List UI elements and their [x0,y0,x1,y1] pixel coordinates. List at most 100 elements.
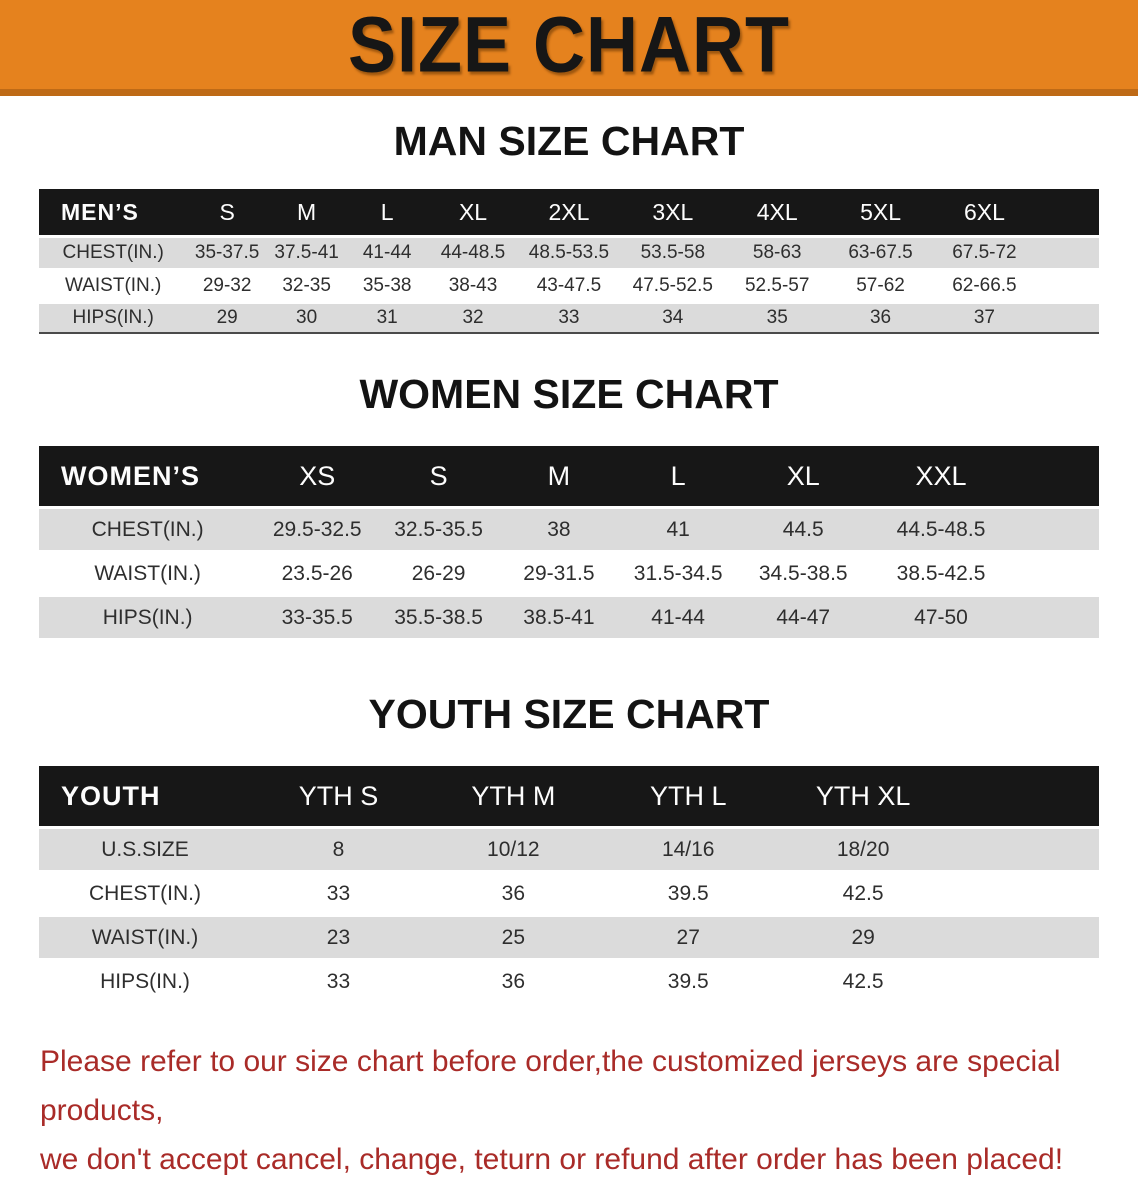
women-section-heading: WOMEN SIZE CHART [359,371,779,417]
column-header: 5XL [828,189,933,235]
row-label: HIPS(IN.) [39,304,188,334]
table-row: HIPS(IN.) 33 36 39.5 42.5 [39,961,1099,1002]
table-cell: 23 [251,917,426,958]
column-header: YTH XL [775,766,951,826]
table-cell: 36 [425,873,601,914]
table-cell: 34 [619,304,726,334]
table-row: WAIST(IN.) 23.5-26 26-29 29-31.5 31.5-34… [39,553,1099,594]
table-row: WAIST(IN.) 29-32 32-35 35-38 38-43 43-47… [39,271,1099,301]
spacer-cell [1013,597,1099,638]
women-size-section: WOMEN SIZE CHART WOMEN’S XS S M L XL XXL [0,371,1138,641]
column-header: 2XL [518,189,620,235]
table-cell: 43-47.5 [518,271,620,301]
spacer-cell [1036,238,1099,268]
table-cell: 37 [932,304,1037,334]
womens-table-title: WOMEN’S [39,446,257,506]
table-cell: 38-43 [427,271,519,301]
table-cell: 35.5-38.5 [378,597,500,638]
table-cell: 44-48.5 [427,238,519,268]
table-cell: 32-35 [266,271,347,301]
table-cell: 31 [346,304,428,334]
womens-size-table: WOMEN’S XS S M L XL XXL CHEST(IN.) 29.5-… [39,443,1099,641]
table-row: CHEST(IN.) 35-37.5 37.5-41 41-44 44-48.5… [39,238,1099,268]
column-header: YTH M [425,766,601,826]
table-cell: 41 [618,509,738,550]
banner: SIZE CHART [0,0,1138,96]
table-cell: 39.5 [600,873,776,914]
spacer-cell [950,873,1099,914]
row-label: CHEST(IN.) [39,509,257,550]
table-cell: 48.5-53.5 [518,238,620,268]
table-cell: 10/12 [425,829,601,870]
man-size-section: MAN SIZE CHART MEN’S S M L XL 2XL 3XL 4X… [0,118,1138,337]
column-header: M [499,446,619,506]
table-cell: 27 [600,917,776,958]
footer-notice: Please refer to our size chart before or… [40,1037,1102,1184]
table-cell: 33-35.5 [256,597,379,638]
notice-line2: we don't accept cancel, change, teturn o… [40,1143,1064,1176]
spacer-cell [950,917,1099,958]
table-cell: 29.5-32.5 [256,509,379,550]
table-cell: 41-44 [346,238,428,268]
table-cell: 38.5-42.5 [868,553,1014,594]
table-cell: 44.5-48.5 [868,509,1014,550]
table-cell: 37.5-41 [266,238,347,268]
womens-header-row: WOMEN’S XS S M L XL XXL [39,446,1099,506]
table-row: HIPS(IN.) 33-35.5 35.5-38.5 38.5-41 41-4… [39,597,1099,638]
row-label: CHEST(IN.) [39,238,188,268]
table-row: HIPS(IN.) 29 30 31 32 33 34 35 36 37 [39,304,1099,334]
table-cell: 29-31.5 [499,553,619,594]
table-cell: 25 [425,917,601,958]
table-cell: 33 [518,304,620,334]
table-cell: 44-47 [737,597,869,638]
spacer-cell [1013,509,1099,550]
table-row: U.S.SIZE 8 10/12 14/16 18/20 [39,829,1099,870]
column-header: L [346,189,428,235]
row-label: HIPS(IN.) [39,597,257,638]
table-cell: 38.5-41 [499,597,619,638]
table-cell: 35-37.5 [187,238,267,268]
table-cell: 36 [425,961,601,1002]
table-cell: 29 [187,304,267,334]
table-cell: 23.5-26 [256,553,379,594]
column-header: 6XL [932,189,1037,235]
table-cell: 44.5 [737,509,869,550]
table-cell: 26-29 [378,553,500,594]
table-cell: 57-62 [828,271,933,301]
table-cell: 35 [725,304,829,334]
mens-table-title: MEN’S [39,189,188,235]
mens-size-table: MEN’S S M L XL 2XL 3XL 4XL 5XL 6XL CHEST… [39,186,1099,337]
table-cell: 39.5 [600,961,776,1002]
row-label: HIPS(IN.) [39,961,251,1002]
spacer-cell [1013,553,1099,594]
row-label: CHEST(IN.) [39,873,251,914]
table-cell: 36 [828,304,933,334]
row-label: WAIST(IN.) [39,553,257,594]
page-title: SIZE CHART [348,0,790,89]
table-cell: 31.5-34.5 [618,553,738,594]
man-section-heading: MAN SIZE CHART [393,118,745,164]
spacer-cell [950,829,1099,870]
row-label: WAIST(IN.) [39,271,188,301]
youth-size-section: YOUTH SIZE CHART YOUTH YTH S YTH M YTH L… [0,691,1138,1005]
youth-size-table: YOUTH YTH S YTH M YTH L YTH XL U.S.SIZE … [39,763,1099,1005]
table-cell: 33 [251,873,426,914]
table-cell: 35-38 [346,271,428,301]
spacer-cell [1036,189,1099,235]
youth-header-row: YOUTH YTH S YTH M YTH L YTH XL [39,766,1099,826]
table-cell: 38 [499,509,619,550]
table-cell: 29-32 [187,271,267,301]
mens-header-row: MEN’S S M L XL 2XL 3XL 4XL 5XL 6XL [39,189,1099,235]
column-header: YTH S [251,766,426,826]
spacer-cell [950,961,1099,1002]
column-header: 4XL [725,189,829,235]
table-cell: 67.5-72 [932,238,1037,268]
table-cell: 34.5-38.5 [737,553,869,594]
column-header: L [618,446,738,506]
table-cell: 47.5-52.5 [619,271,726,301]
table-cell: 33 [251,961,426,1002]
table-cell: 47-50 [868,597,1014,638]
table-cell: 8 [251,829,426,870]
column-header: S [187,189,267,235]
column-header: S [378,446,500,506]
